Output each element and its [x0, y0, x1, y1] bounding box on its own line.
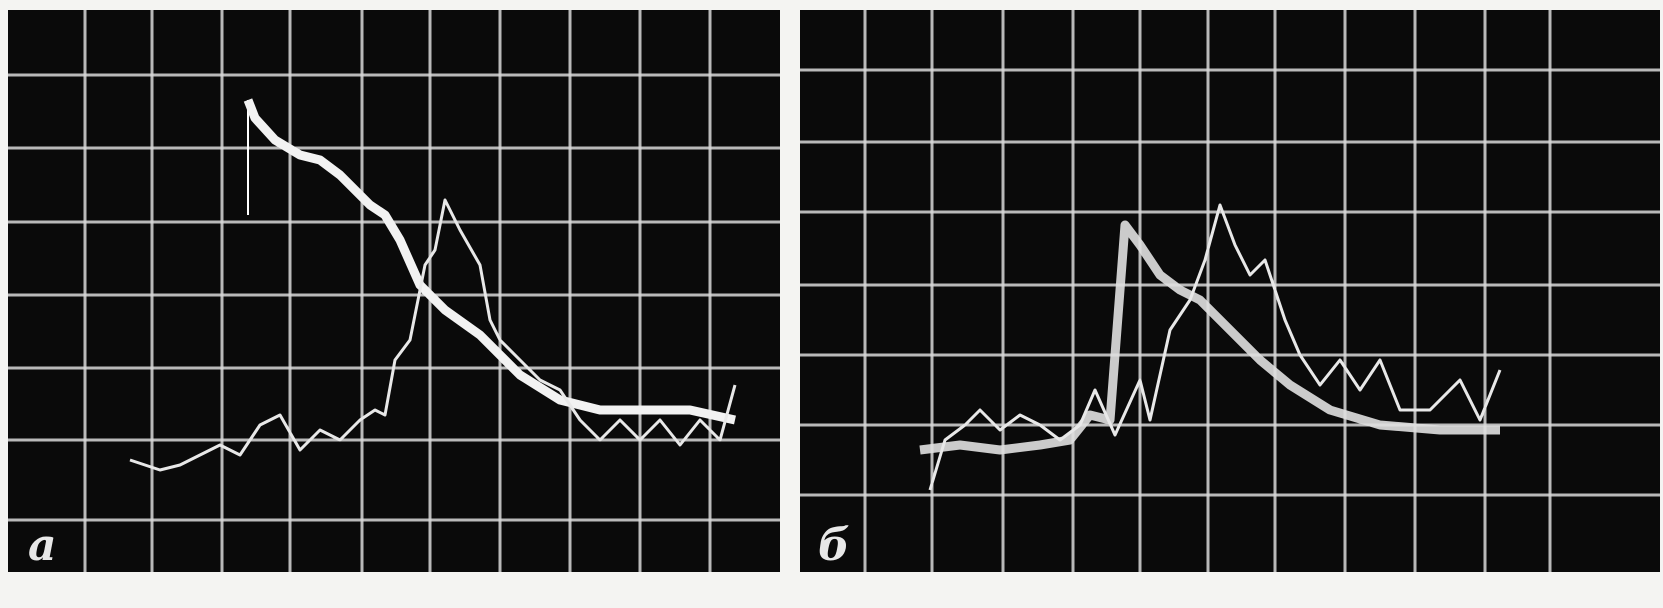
panel-a: а	[8, 10, 780, 572]
trace-thin	[129, 198, 737, 472]
trace-thin	[928, 203, 1502, 491]
screen	[8, 10, 780, 572]
panel-label: а	[28, 520, 57, 571]
trace-thick	[919, 220, 1500, 455]
trace-thick	[243, 98, 736, 425]
panel-label: б	[818, 520, 850, 571]
panel-b: б	[800, 10, 1660, 572]
screen	[800, 10, 1660, 572]
